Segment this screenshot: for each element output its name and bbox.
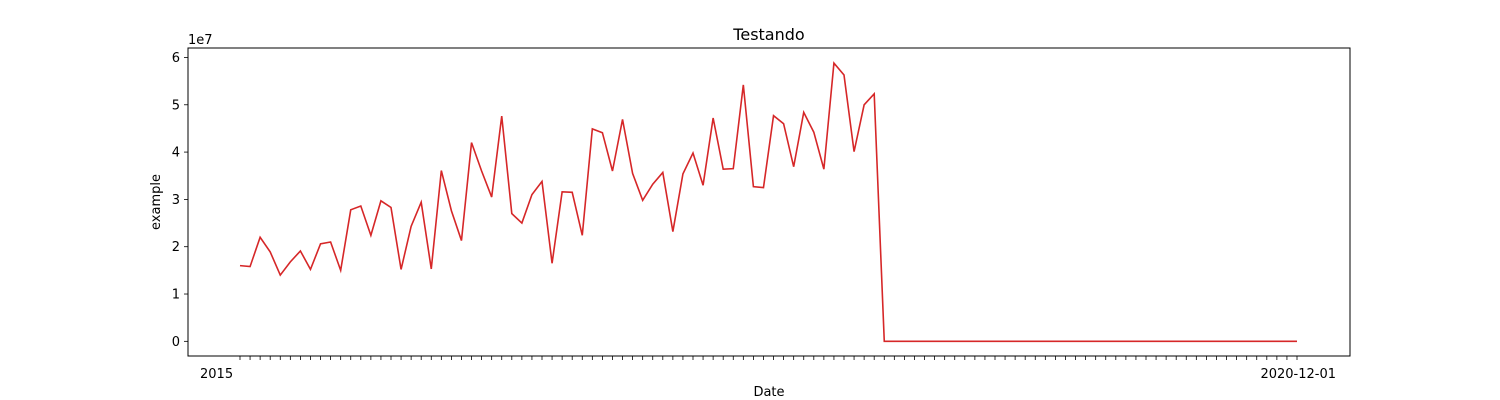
y-axis-multiplier: 1e7 bbox=[188, 33, 213, 48]
y-tick-label: 0 bbox=[172, 335, 180, 350]
y-tick-label: 5 bbox=[172, 98, 180, 113]
series-line bbox=[239, 61, 1297, 343]
y-tick-label: 1 bbox=[172, 288, 180, 303]
y-tick-label: 4 bbox=[172, 146, 180, 161]
x-tick-label-last: 2020-12-01 bbox=[1260, 367, 1336, 382]
y-tick-label: 2 bbox=[172, 240, 180, 255]
y-tick-label: 3 bbox=[172, 193, 180, 208]
plot-frame bbox=[187, 47, 1351, 357]
y-tick-label: 6 bbox=[172, 51, 180, 66]
x-tick-label-first: 2015 bbox=[200, 367, 233, 382]
y-axis-label: example bbox=[149, 174, 164, 230]
x-axis-label: Date bbox=[753, 385, 784, 400]
x-axis-ticks bbox=[239, 356, 1298, 360]
chart-title: Testando bbox=[732, 25, 804, 44]
plot-area bbox=[188, 48, 1350, 356]
y-axis-ticks: 0 1 2 3 4 5 6 bbox=[172, 51, 188, 350]
